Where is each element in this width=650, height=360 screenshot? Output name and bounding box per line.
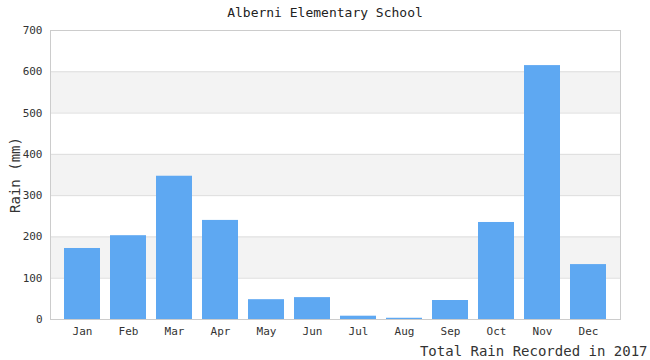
- svg-text:Jan: Jan: [73, 325, 93, 338]
- svg-text:Apr: Apr: [211, 325, 231, 338]
- svg-text:600: 600: [23, 65, 43, 78]
- svg-text:Sep: Sep: [441, 325, 461, 338]
- svg-text:200: 200: [23, 230, 43, 243]
- svg-text:Feb: Feb: [119, 325, 139, 338]
- svg-text:May: May: [257, 325, 277, 338]
- svg-text:500: 500: [23, 107, 43, 120]
- svg-text:100: 100: [23, 272, 43, 285]
- svg-text:Oct: Oct: [487, 325, 507, 338]
- svg-text:Aug: Aug: [395, 325, 415, 338]
- svg-text:0: 0: [36, 313, 43, 326]
- svg-text:Nov: Nov: [533, 325, 553, 338]
- svg-text:Rain (mm): Rain (mm): [7, 137, 23, 213]
- svg-text:Jun: Jun: [303, 325, 323, 338]
- svg-text:Total Rain Recorded in 2017: Total Rain Recorded in 2017: [420, 343, 648, 359]
- svg-text:700: 700: [23, 24, 43, 37]
- svg-text:Dec: Dec: [579, 325, 599, 338]
- svg-text:Mar: Mar: [165, 325, 185, 338]
- html-text:Alberni Elementary School: Alberni Elementary School: [227, 5, 423, 20]
- svg-text:400: 400: [23, 148, 43, 161]
- svg-text:300: 300: [23, 189, 43, 202]
- svg-text:Jul: Jul: [349, 325, 369, 338]
